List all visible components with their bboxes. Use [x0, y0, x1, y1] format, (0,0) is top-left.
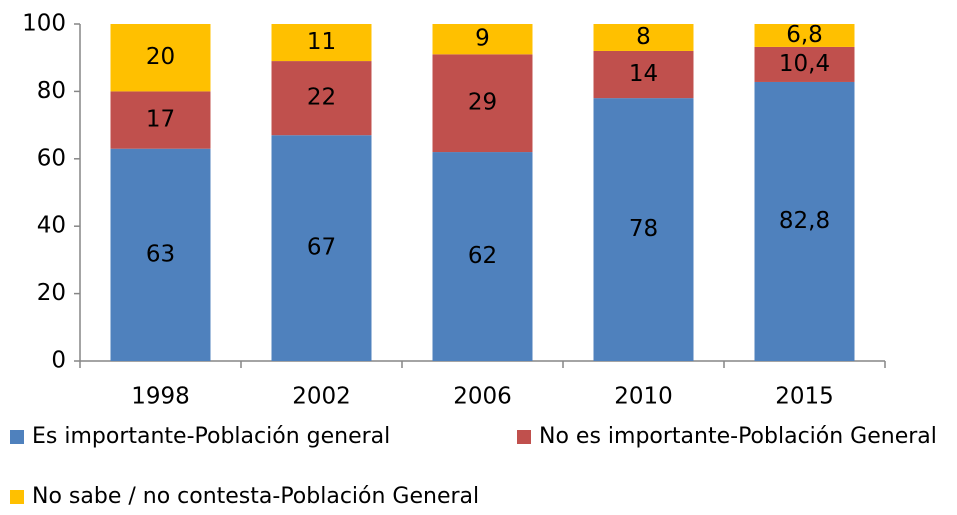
- data-label: 11: [307, 29, 336, 55]
- bar-segment: [593, 98, 694, 361]
- data-label: 82,8: [779, 208, 830, 234]
- y-tick-label: 20: [37, 280, 66, 306]
- bar-segment: [110, 148, 211, 361]
- bar-segment: [593, 50, 694, 99]
- y-tick-label: 60: [37, 145, 66, 171]
- bar-segment: [110, 24, 211, 92]
- bar-segment: [754, 24, 855, 47]
- legend-swatch: [10, 490, 24, 504]
- y-tick-label: 80: [37, 78, 66, 104]
- bar-segment: [432, 54, 533, 153]
- x-tick-label: 2002: [292, 384, 351, 410]
- data-label: 14: [629, 61, 658, 87]
- bar-segment: [593, 24, 694, 51]
- x-tick-label: 2010: [614, 384, 673, 410]
- data-label: 20: [146, 44, 175, 70]
- y-tick-label: 0: [51, 348, 66, 374]
- legend-swatch: [517, 430, 531, 444]
- y-tick-label: 40: [37, 213, 66, 239]
- bar-segment: [271, 135, 372, 361]
- bar-segment: [432, 152, 533, 361]
- y-tick-label: 100: [22, 11, 66, 37]
- bar-segment: [110, 91, 211, 149]
- x-tick-label: 2015: [775, 384, 834, 410]
- bar-segment: [432, 24, 533, 55]
- data-label: 10,4: [779, 51, 830, 77]
- bar-segment: [271, 24, 372, 62]
- data-label: 9: [475, 26, 490, 52]
- data-label: 62: [468, 243, 497, 269]
- data-label: 22: [307, 85, 336, 111]
- data-label: 67: [307, 235, 336, 261]
- data-label: 29: [468, 90, 497, 116]
- x-tick-label: 2006: [453, 384, 512, 410]
- x-tick-label: 1998: [131, 384, 190, 410]
- bar-segment: [271, 61, 372, 136]
- legend-label: No sabe / no contesta-Población General: [32, 484, 479, 509]
- legend-label: No es importante-Población General: [539, 424, 937, 449]
- data-label: 6,8: [786, 22, 823, 48]
- data-label: 8: [636, 24, 651, 50]
- data-label: 78: [629, 216, 658, 242]
- data-label: 63: [146, 241, 175, 267]
- legend-swatch: [10, 430, 24, 444]
- data-label: 17: [146, 107, 175, 133]
- bar-segment: [754, 81, 855, 362]
- bar-segment: [754, 46, 855, 82]
- legend-label: Es importante-Población general: [32, 424, 390, 449]
